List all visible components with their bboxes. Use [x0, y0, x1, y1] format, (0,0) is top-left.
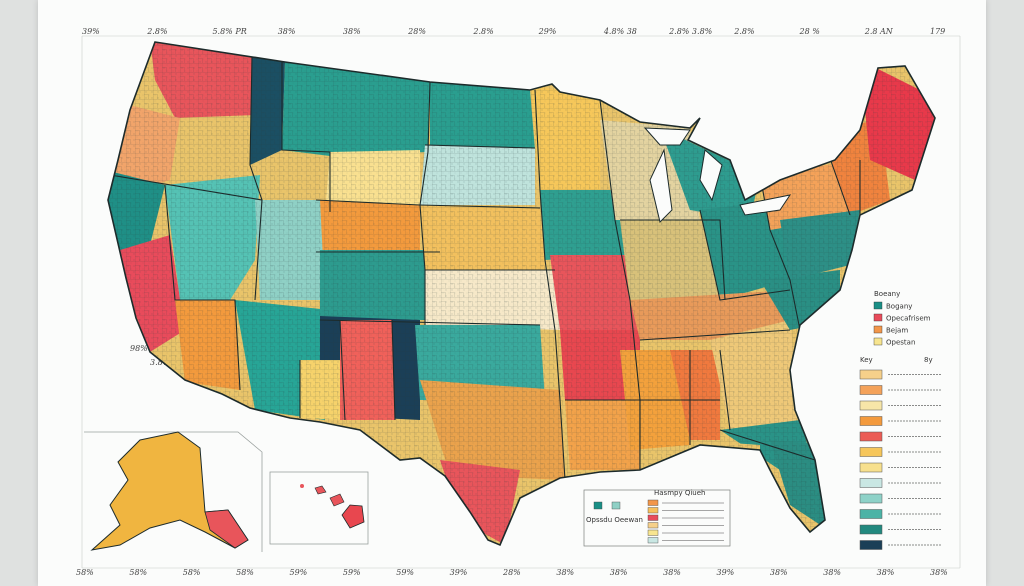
bottom-scale-label: 58%	[236, 568, 254, 577]
legend-entry-label: Opecafrisem	[886, 315, 931, 323]
bottom-scale-label: 59%	[396, 568, 415, 577]
legend: Boeany Bogany Opecafrisem Bejam Opestan	[873, 290, 931, 347]
bottom-scale-label: 38%	[769, 568, 788, 577]
top-scale-label: 38%	[342, 27, 361, 36]
key-swatch	[859, 447, 883, 457]
bottom-scale-label: 38%	[556, 568, 575, 577]
key-swatch	[859, 462, 883, 473]
bottom-scale-label: 39%	[716, 568, 735, 577]
bottom-scale-label: 38%	[930, 568, 948, 577]
inset-legend-swatch	[647, 522, 659, 529]
top-scale-label: 2.8%	[147, 27, 168, 36]
inset-legend: Hasmpy Qiueh Opssdu Oeewan	[583, 489, 731, 547]
bottom-scale-label: 38%	[609, 568, 628, 577]
top-scale-label: 4.8% 38	[603, 27, 637, 36]
top-scale-label: 2.8%	[473, 27, 494, 36]
county-dots	[108, 42, 935, 545]
top-scale-label: 179	[930, 27, 946, 36]
top-scale-label: 39%	[82, 27, 100, 36]
top-scale-label: 38%	[277, 27, 296, 36]
bottom-scale-label: 59%	[342, 568, 361, 577]
legend-entry-label: Opestan	[886, 339, 915, 347]
legend-swatch	[873, 325, 883, 334]
top-scale-label: 28%	[408, 27, 426, 36]
great-lakes	[643, 127, 792, 223]
bottom-scale-label: 58%	[129, 568, 148, 577]
key-swatch	[859, 431, 883, 442]
west-label: 3.8%	[150, 358, 171, 367]
key-swatch	[859, 369, 883, 380]
top-scale-label: 5.8% PR	[212, 27, 247, 36]
inset-legend-subtitle: Opssdu Oeewan	[586, 516, 643, 524]
inset-legend-swatch	[647, 507, 659, 514]
top-scale-label: 2.8 AN	[864, 27, 893, 36]
top-scale-label: 2.8% 3.8%	[669, 27, 713, 36]
legend-swatch	[873, 313, 883, 322]
top-scale-label: 28 %	[799, 27, 820, 36]
key-swatch	[859, 509, 883, 519]
legend-swatch	[873, 337, 883, 346]
legend-entry-label: Bogany	[886, 303, 912, 311]
inset-legend-swatch	[647, 537, 659, 544]
hawaii-inset	[269, 471, 369, 545]
inset-legend-title: Hasmpy Qiueh	[654, 489, 705, 497]
legend-swatch	[873, 301, 883, 310]
legend-entry-label: Bejam	[886, 327, 908, 335]
key-swatch	[859, 540, 883, 550]
key-mark: 8y	[924, 356, 933, 364]
bottom-scale-label: 58%	[76, 568, 94, 577]
inset-legend-swatch	[611, 501, 621, 510]
bottom-scale-label: 38%	[663, 568, 681, 577]
key-swatch	[859, 478, 883, 488]
inset-legend-swatch	[647, 514, 659, 521]
key-panel: Key 8y	[859, 356, 942, 550]
alaska-inset	[84, 431, 263, 552]
top-scale-label: 29%	[538, 27, 557, 36]
legend-title: Boeany	[874, 290, 900, 298]
graticule	[81, 35, 961, 569]
key-swatch	[859, 400, 883, 411]
bottom-scale-label: 59%	[289, 568, 308, 577]
key-title: Key	[860, 356, 873, 364]
inset-legend-swatch	[647, 529, 659, 536]
inset-legend-swatch	[593, 501, 603, 510]
key-swatch	[859, 385, 883, 395]
bottom-scale-label: 38%	[876, 568, 895, 577]
bottom-scale-label: 58%	[182, 568, 201, 577]
key-swatch	[859, 416, 883, 426]
key-swatch	[859, 493, 883, 504]
bottom-scale-label: 28%	[503, 568, 521, 577]
bottom-scale-label: 38%	[823, 568, 842, 577]
inset-legend-swatch	[647, 499, 659, 506]
key-swatch	[859, 524, 883, 535]
top-scale-label: 2.8%	[734, 27, 755, 36]
bottom-scale-label: 39%	[449, 568, 468, 577]
